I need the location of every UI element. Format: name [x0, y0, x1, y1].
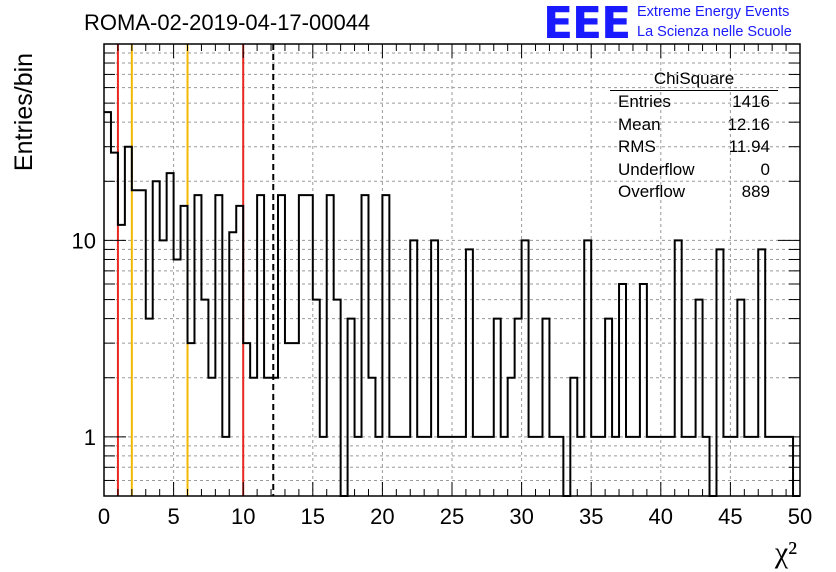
stat-value: 889	[741, 182, 770, 201]
axes: 0 5 10 15 20 25 30 35 40 45 50 1 10	[72, 43, 812, 529]
stat-value: 0	[760, 159, 770, 179]
stat-row-entries: Entries 1416	[610, 91, 778, 114]
x-tick-label: 45	[718, 504, 742, 529]
logo-line-2: La Scienza nelle Scuole	[637, 24, 792, 40]
reference-lines	[116, 44, 275, 496]
stats-box: ChiSquare Entries 1416 Mean 12.16 RMS 11.94…	[610, 69, 778, 204]
grid	[104, 44, 800, 496]
x-tick-label: 30	[509, 504, 533, 529]
x-tick-label: 5	[167, 504, 179, 529]
x-tick-label: 35	[579, 504, 603, 529]
x-tick-label: 40	[649, 504, 673, 529]
stat-row-rms: RMS 11.94	[610, 136, 778, 159]
y-axis-label: Entries/bin	[10, 53, 38, 171]
x-tick-label: 25	[440, 504, 464, 529]
stat-label: RMS	[618, 137, 656, 156]
x-tick-label: 15	[301, 504, 325, 529]
x-tick-label: 20	[370, 504, 394, 529]
logo-line-1: Extreme Energy Events	[637, 4, 790, 20]
histogram-outline	[104, 111, 800, 497]
stat-row-mean: Mean 12.16	[610, 114, 778, 137]
stat-label: Overflow	[618, 182, 686, 201]
stat-row-underflow: Underflow 0	[610, 159, 778, 182]
y-tick-label: 10	[72, 228, 96, 253]
stat-value: 11.94	[728, 137, 770, 156]
stat-label: Mean	[618, 114, 661, 134]
x-tick-label: 10	[231, 504, 255, 529]
y-tick-label: 1	[84, 425, 96, 450]
stats-title: ChiSquare	[610, 69, 778, 91]
stat-label: Underflow	[618, 159, 695, 179]
stat-value: 12.16	[727, 114, 770, 134]
stat-label: Entries	[618, 92, 671, 111]
x-tick-label: 0	[98, 504, 110, 529]
eee-logo: EEE	[543, 0, 631, 49]
chart-title: ROMA-02-2019-04-17-00044	[84, 10, 371, 35]
x-axis-label: χ²	[774, 536, 797, 569]
x-tick-label: 50	[788, 504, 812, 529]
stat-row-overflow: Overflow 889	[610, 181, 778, 204]
stat-value: 1416	[732, 92, 770, 111]
